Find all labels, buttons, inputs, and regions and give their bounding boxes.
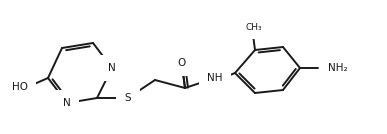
Text: NH₂: NH₂ [328, 63, 348, 73]
Text: CH₃: CH₃ [246, 23, 262, 31]
Text: NH: NH [207, 73, 223, 83]
Text: S: S [125, 93, 131, 103]
Text: N: N [63, 98, 71, 108]
Text: O: O [178, 58, 186, 68]
Text: N: N [108, 63, 116, 73]
Text: HO: HO [12, 82, 28, 92]
